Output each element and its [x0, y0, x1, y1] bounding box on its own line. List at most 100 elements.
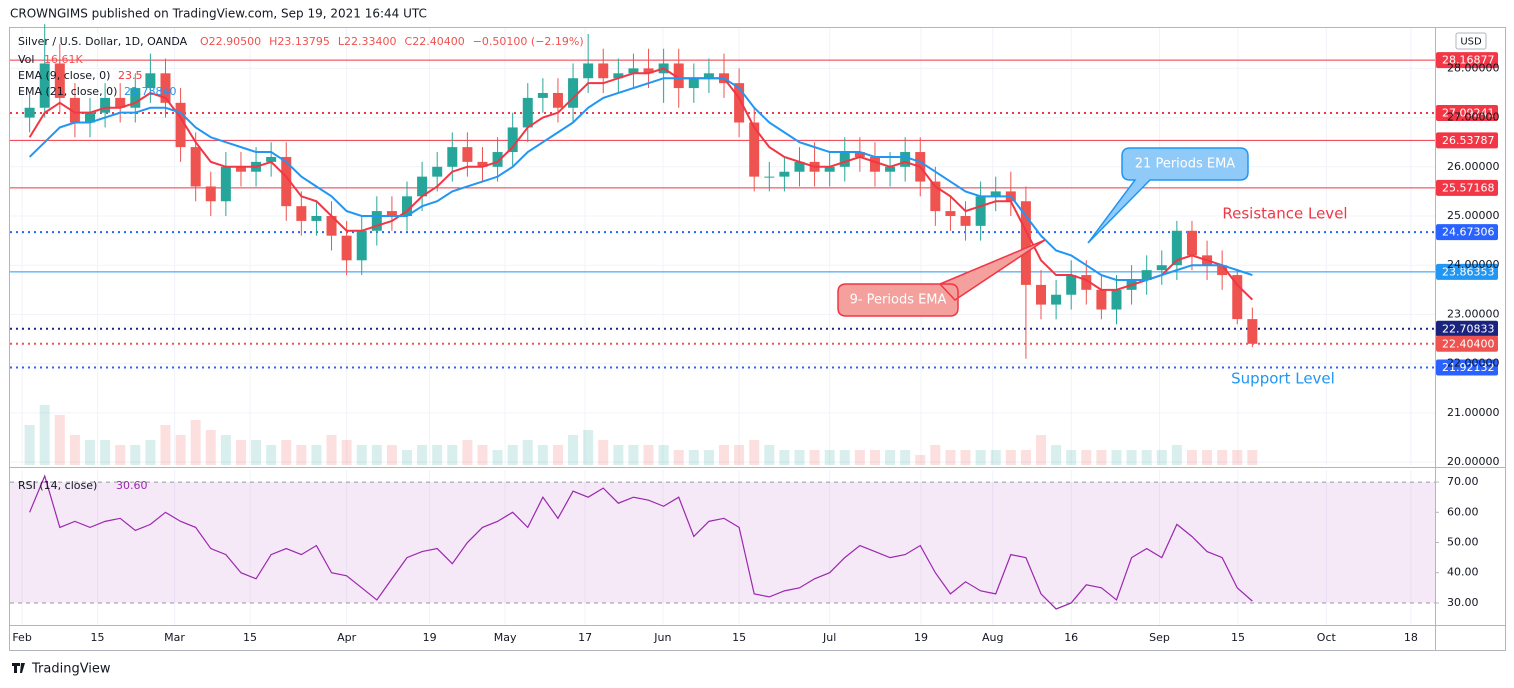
- volume-bar: [1020, 450, 1031, 465]
- candle-body: [492, 152, 503, 167]
- y-tick-label: 21.00000: [1447, 406, 1500, 419]
- candle-body: [975, 196, 986, 226]
- x-tick-label: 15: [732, 631, 746, 644]
- volume-bar: [552, 445, 563, 465]
- brand: TradingView: [31, 662, 111, 677]
- level-label: 22.70833: [1442, 322, 1495, 335]
- level-label: 25.57168: [1442, 181, 1495, 194]
- volume-bar: [809, 450, 820, 465]
- volume-bar: [69, 435, 80, 465]
- candle-body: [688, 78, 699, 89]
- volume-bar: [281, 440, 292, 465]
- volume-bar: [190, 420, 201, 465]
- x-tick-label: 16: [1064, 631, 1078, 644]
- support-label: Support Level: [1231, 370, 1335, 388]
- candle-body: [673, 63, 684, 89]
- volume-bar: [734, 445, 745, 465]
- candle-body: [1247, 319, 1258, 344]
- volume-bar: [568, 435, 579, 465]
- candle-body: [613, 73, 624, 79]
- candle-body: [477, 161, 488, 167]
- ema9-name: EMA (9, close, 0): [18, 69, 110, 82]
- candle-body: [417, 176, 428, 197]
- x-tick-label: May: [494, 631, 517, 644]
- annotations: 21 Periods EMA 9- Periods EMA Resistance…: [837, 147, 1348, 388]
- candle-body: [1156, 265, 1167, 271]
- candle-body: [960, 216, 971, 226]
- volume-bar: [794, 450, 805, 465]
- candle-body: [311, 216, 322, 221]
- level-label-box: [1436, 52, 1498, 69]
- volume-bar: [24, 425, 35, 465]
- volume-bar: [341, 440, 352, 465]
- levels: 28.16877 27.09241 26.53787 25.57168 24.67306…: [10, 52, 1498, 376]
- level-label: 27.09241: [1442, 107, 1495, 120]
- rsi-name: RSI (14, close): [18, 479, 97, 492]
- candle-body: [1066, 275, 1077, 295]
- volume-bar: [1202, 450, 1213, 465]
- volume-bar: [386, 445, 397, 465]
- candle-body: [885, 166, 896, 172]
- volume-bar: [1232, 450, 1243, 465]
- volume-bar: [869, 450, 880, 465]
- ema-line: [28, 77, 1253, 281]
- volume-bar: [220, 435, 231, 465]
- candle-body: [537, 92, 548, 98]
- candle-body: [326, 216, 337, 236]
- volume-bar: [522, 440, 533, 465]
- x-tick-label: Jul: [822, 631, 836, 644]
- level-label: 26.53787: [1442, 134, 1495, 147]
- volume-bar: [688, 450, 699, 465]
- volume-bar: [251, 440, 262, 465]
- y-tick-label: 28.00000: [1447, 61, 1500, 74]
- candle-body: [869, 156, 880, 172]
- candle-body: [130, 88, 141, 108]
- volume-bar: [824, 450, 835, 465]
- candle-body: [160, 73, 171, 103]
- volume-bar: [160, 425, 171, 465]
- ohlc-value: O22.90500: [200, 35, 261, 48]
- volume-bar: [1217, 450, 1228, 465]
- volume-bar: [1066, 450, 1077, 465]
- volume-bar: [39, 405, 50, 465]
- volume-bar: [613, 445, 624, 465]
- candle-body: [54, 63, 65, 98]
- volume-bar: [1096, 450, 1107, 465]
- candle-body: [1096, 289, 1107, 310]
- volume-bar: [130, 445, 141, 465]
- volume-bar: [719, 445, 730, 465]
- candle-body: [24, 107, 35, 118]
- legend: Silver / U.S. Dollar, 1D, OANDA Vol 16.6…: [18, 35, 584, 492]
- volume-bar: [296, 445, 307, 465]
- volume-bar: [507, 445, 518, 465]
- level-label-box: [1436, 335, 1498, 352]
- x-tick-label: 18: [1404, 631, 1418, 644]
- volume-bar: [311, 445, 322, 465]
- candle-body: [1081, 275, 1092, 290]
- ema-line: [28, 67, 1254, 301]
- ema21-value: 23.78840: [124, 85, 177, 98]
- candle-body: [779, 171, 790, 177]
- volume-bar: [266, 445, 277, 465]
- ohlc-value: −0.50100 (−2.19%): [473, 35, 584, 48]
- candle-body: [703, 73, 714, 79]
- volume-bar: [975, 450, 986, 465]
- rsi-pane: 30.00 40.00 50.00 60.00 70.00: [10, 474, 1479, 610]
- volume-bar: [1141, 450, 1152, 465]
- candle-body: [628, 68, 639, 74]
- candle-body: [1051, 294, 1062, 305]
- candle-body: [1141, 270, 1152, 280]
- ohlc-value: H23.13795: [269, 35, 330, 48]
- candle-body: [598, 63, 609, 79]
- x-tick-label: 19: [914, 631, 928, 644]
- volume-bar: [658, 445, 669, 465]
- volume-bar: [945, 450, 956, 465]
- level-label: 24.67306: [1442, 226, 1495, 239]
- resistance-label: Resistance Level: [1222, 205, 1347, 223]
- volume-bar: [492, 450, 503, 465]
- candle-body: [854, 152, 865, 157]
- rsi-band: [10, 482, 1435, 603]
- rsi-line: [29, 474, 1253, 610]
- volume-bar: [1081, 450, 1092, 465]
- candle-body: [220, 166, 231, 202]
